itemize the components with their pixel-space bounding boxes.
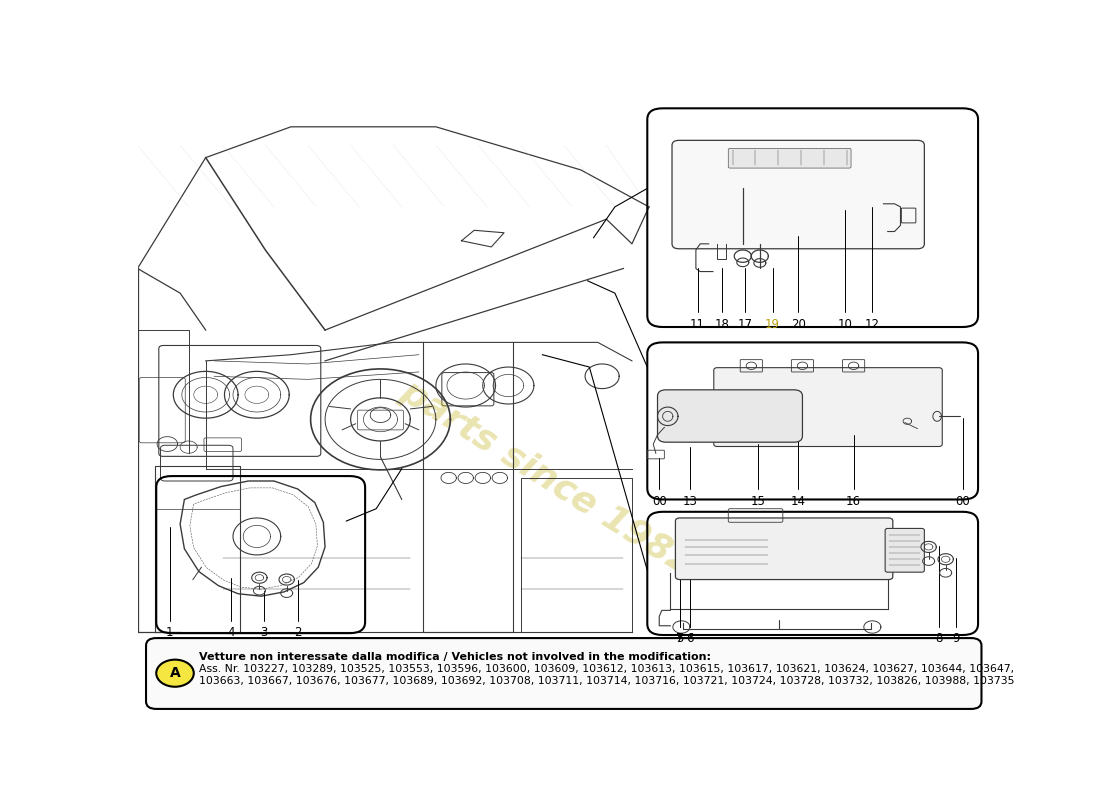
FancyBboxPatch shape — [146, 638, 981, 709]
Text: 20: 20 — [791, 318, 805, 330]
Text: 2: 2 — [294, 626, 301, 638]
FancyBboxPatch shape — [728, 148, 851, 168]
Text: 3: 3 — [260, 626, 267, 638]
Text: 19: 19 — [766, 318, 780, 330]
FancyBboxPatch shape — [714, 368, 943, 446]
Text: A: A — [169, 666, 180, 680]
Text: 15: 15 — [750, 495, 766, 508]
FancyBboxPatch shape — [675, 518, 893, 579]
Text: 00: 00 — [955, 495, 970, 508]
Text: Vetture non interessate dalla modifica / Vehicles not involved in the modificati: Vetture non interessate dalla modifica /… — [199, 652, 711, 662]
Text: 9: 9 — [953, 632, 959, 645]
FancyBboxPatch shape — [672, 140, 924, 249]
Text: 13: 13 — [682, 495, 697, 508]
Circle shape — [156, 660, 194, 686]
Text: 103663, 103667, 103676, 103677, 103689, 103692, 103708, 103711, 103714, 103716, : 103663, 103667, 103676, 103677, 103689, … — [199, 676, 1014, 686]
Text: 10: 10 — [837, 318, 852, 330]
FancyBboxPatch shape — [886, 529, 924, 572]
Text: 11: 11 — [690, 318, 705, 330]
Text: 8: 8 — [935, 632, 943, 645]
Text: 00: 00 — [652, 495, 667, 508]
Text: Ass. Nr. 103227, 103289, 103525, 103553, 103596, 103600, 103609, 103612, 103613,: Ass. Nr. 103227, 103289, 103525, 103553,… — [199, 664, 1014, 674]
Text: 17: 17 — [738, 318, 752, 330]
Text: 12: 12 — [865, 318, 880, 330]
Text: 5: 5 — [676, 632, 683, 645]
Text: parts since 1982: parts since 1982 — [394, 374, 700, 582]
FancyBboxPatch shape — [658, 390, 803, 442]
Text: 1: 1 — [166, 626, 174, 638]
Text: 16: 16 — [846, 495, 861, 508]
Text: 4: 4 — [228, 626, 235, 638]
Text: 14: 14 — [791, 495, 805, 508]
Text: 7: 7 — [675, 632, 683, 645]
Text: 6: 6 — [686, 632, 694, 645]
Text: 18: 18 — [715, 318, 729, 330]
